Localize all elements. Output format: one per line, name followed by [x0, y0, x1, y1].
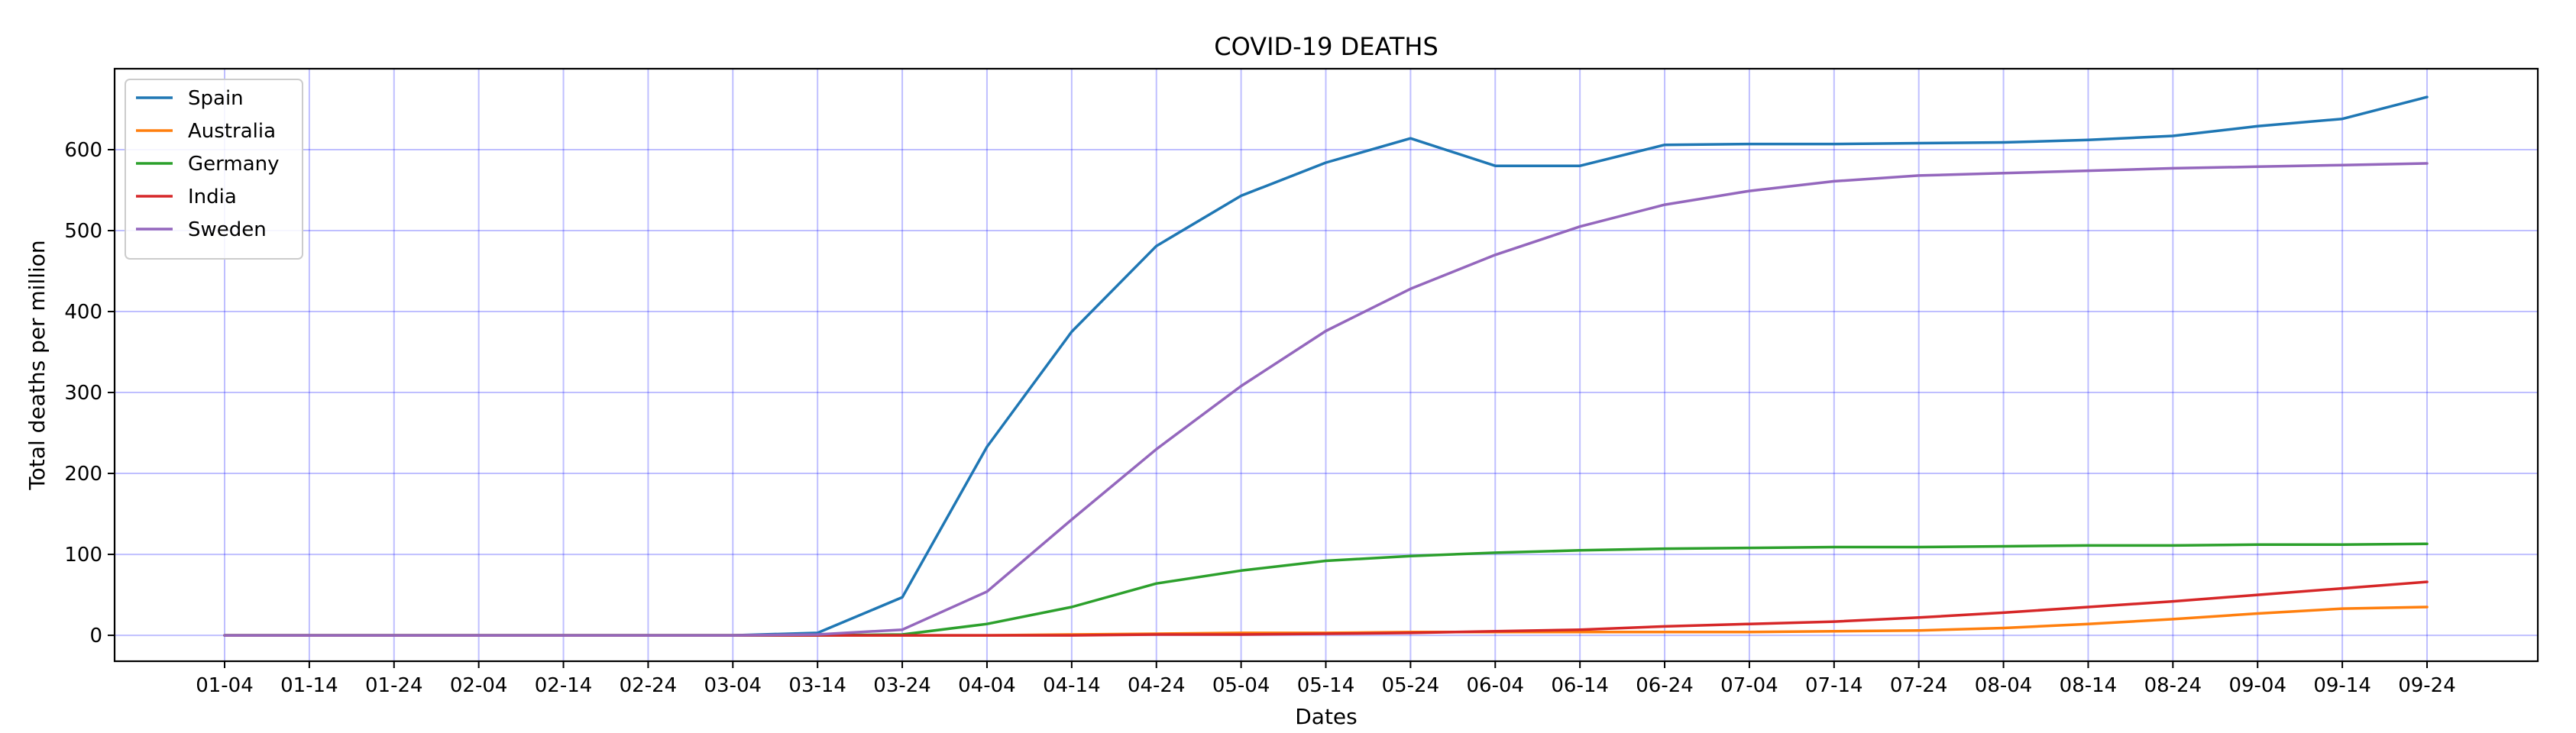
x-tick-label: 06-04 [1466, 674, 1524, 697]
x-tick-label: 02-04 [450, 674, 508, 697]
x-tick-label: 01-24 [365, 674, 423, 697]
x-tick-label: 07-04 [1720, 674, 1778, 697]
legend-label-germany: Germany [188, 153, 280, 176]
y-tick-label: 600 [64, 139, 102, 162]
x-tick-label: 03-14 [788, 674, 846, 697]
x-tick-label: 07-24 [1890, 674, 1948, 697]
legend-label-australia: Australia [188, 120, 276, 143]
grid [115, 69, 2538, 661]
x-tick-label: 02-24 [620, 674, 678, 697]
x-tick-label: 05-04 [1212, 674, 1270, 697]
x-tick-label: 04-04 [958, 674, 1016, 697]
x-tick-label: 01-04 [196, 674, 254, 697]
series-line-sweden [223, 162, 2429, 637]
x-tick-label: 06-14 [1551, 674, 1609, 697]
x-tick-label: 07-14 [1805, 674, 1863, 697]
x-tick-label: 03-04 [704, 674, 762, 697]
series-lines [223, 95, 2429, 637]
x-tick-label: 01-14 [280, 674, 338, 697]
y-tick-label: 100 [64, 544, 102, 567]
y-axis-ticks: 0 100 200 300 400 500 600 [64, 139, 115, 647]
y-tick-label: 500 [64, 220, 102, 243]
legend: Spain Australia Germany India Sweden [125, 79, 303, 260]
x-tick-label: 08-04 [1975, 674, 2033, 697]
x-tick-label: 05-14 [1297, 674, 1355, 697]
legend-label-spain: Spain [188, 87, 244, 110]
x-axis-ticks: 01-04 01-14 01-24 02-04 02-14 02-24 03-04 03-14… [196, 661, 2456, 697]
x-tick-label: 09-04 [2228, 674, 2286, 697]
x-tick-label: 08-14 [2060, 674, 2118, 697]
y-axis-label: Total deaths per million [24, 240, 50, 490]
legend-label-india: India [188, 186, 237, 208]
y-tick-label: 200 [64, 463, 102, 486]
x-tick-label: 08-24 [2144, 674, 2202, 697]
x-tick-label: 09-14 [2313, 674, 2371, 697]
x-axis-label: Dates [1295, 704, 1358, 729]
y-tick-label: 300 [64, 382, 102, 405]
y-tick-label: 0 [89, 625, 102, 647]
chart-title: COVID-19 DEATHS [1214, 32, 1438, 61]
x-tick-label: 04-14 [1043, 674, 1101, 697]
x-tick-label: 09-24 [2398, 674, 2456, 697]
legend-label-sweden: Sweden [188, 218, 267, 241]
x-tick-label: 06-24 [1636, 674, 1694, 697]
y-tick-label: 400 [64, 301, 102, 324]
x-tick-label: 04-24 [1128, 674, 1186, 697]
x-tick-label: 05-24 [1382, 674, 1440, 697]
x-tick-label: 03-24 [873, 674, 931, 697]
legend-box [125, 79, 303, 260]
x-tick-label: 02-14 [535, 674, 593, 697]
